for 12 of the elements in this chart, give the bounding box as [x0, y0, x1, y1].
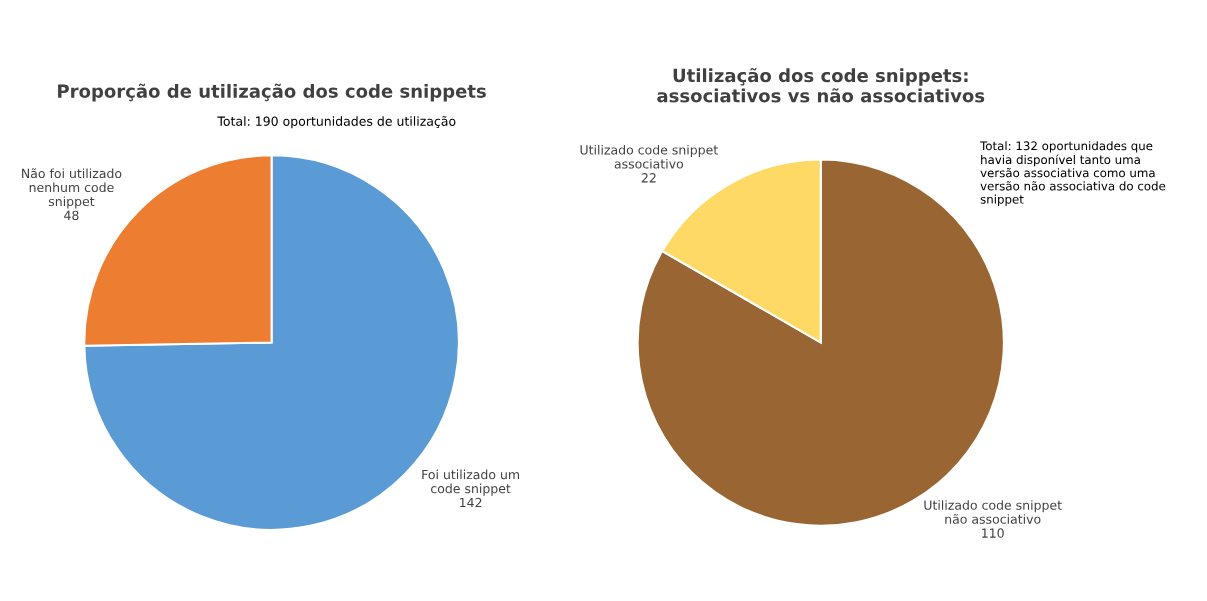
slice-label: Foi utilizado um code snippet [422, 469, 520, 496]
text: Total: 190 oportunidades de utilização [217, 116, 456, 129]
chart-title: Utilização dos code snippets: associativos vs não associativos [657, 67, 985, 103]
text: Total: 132 oportunidades que havia disponível tanto uma versão associativa como uma versão não associativa do code snippet [980, 141, 1166, 206]
data-label: 110 [982, 528, 1004, 538]
data-label: 22 [641, 173, 656, 183]
data-label: 142 [460, 497, 482, 508]
data-label: 48 [64, 210, 79, 221]
slice-label: Utilizado code snippet não associativo [924, 500, 1062, 524]
slice-label: Não foi utilizado nenhum code snippet [22, 168, 122, 209]
chart-title: Proporção de utilização dos code snippets [58, 83, 486, 102]
slice-label: Utilizado code snippet associativo [580, 144, 718, 169]
